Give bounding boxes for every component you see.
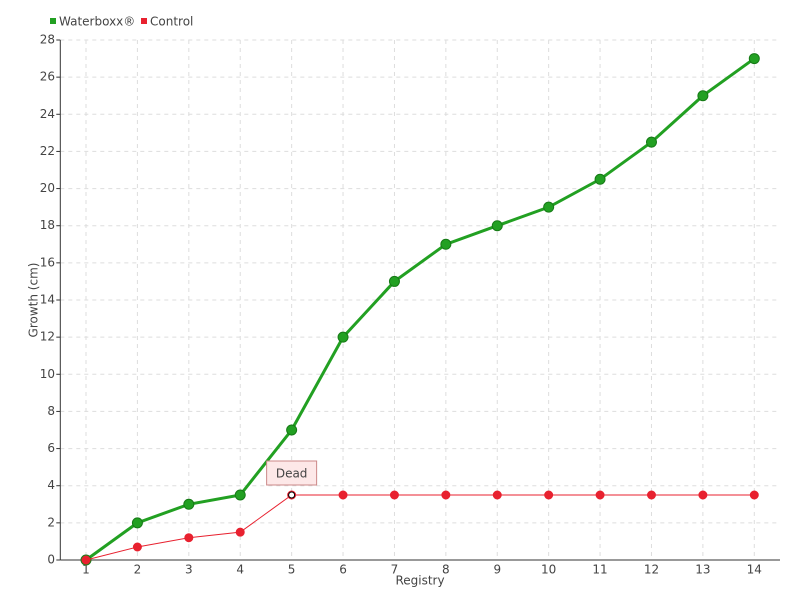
point [337, 331, 349, 343]
point [389, 490, 399, 500]
point [698, 490, 708, 500]
y-tick-label: 14 [40, 293, 55, 307]
x-tick-label: 12 [644, 563, 659, 577]
point [235, 527, 245, 537]
point [748, 53, 760, 65]
point [286, 424, 298, 436]
legend-swatch [141, 18, 147, 24]
y-tick-label: 22 [40, 144, 55, 158]
x-tick-label: 10 [541, 563, 556, 577]
x-tick-label: 14 [747, 563, 762, 577]
x-tick-label: 5 [288, 563, 296, 577]
annotation-box [266, 460, 318, 486]
series-line [85, 494, 755, 561]
x-axis-label: Registry [395, 574, 444, 588]
y-tick-label: 28 [40, 33, 55, 47]
y-tick-label: 18 [40, 218, 55, 232]
x-tick-label: 6 [339, 563, 347, 577]
point [646, 490, 656, 500]
point [441, 490, 451, 500]
y-tick-label: 0 [47, 553, 55, 567]
point [81, 555, 91, 565]
point [492, 490, 502, 500]
point [543, 201, 555, 213]
y-tick-label: 16 [40, 255, 55, 269]
legend-label: Waterboxx® [59, 15, 135, 29]
point [388, 275, 400, 287]
point [338, 490, 348, 500]
point [183, 498, 195, 510]
y-axis-label: Growth (cm) [27, 263, 41, 338]
point [132, 542, 142, 552]
annotation-marker [288, 491, 296, 499]
x-tick-label: 11 [592, 563, 607, 577]
y-tick-label: 20 [40, 181, 55, 195]
x-tick-label: 4 [236, 563, 244, 577]
y-tick-label: 26 [40, 70, 55, 84]
point [184, 533, 194, 543]
point [749, 490, 759, 500]
point [697, 90, 709, 102]
point [544, 490, 554, 500]
legend-swatch [50, 18, 56, 24]
point [131, 517, 143, 529]
point [595, 490, 605, 500]
x-tick-label: 9 [493, 563, 501, 577]
x-tick-label: 8 [442, 563, 450, 577]
x-tick-label: 1 [82, 563, 90, 577]
y-tick-label: 24 [40, 107, 55, 121]
annotation-text: Dead [276, 467, 308, 481]
y-tick-label: 8 [47, 404, 55, 418]
series-line [85, 57, 756, 562]
point [234, 489, 246, 501]
point [440, 238, 452, 250]
point [491, 220, 503, 232]
y-tick-label: 10 [40, 367, 55, 381]
y-tick-label: 4 [47, 478, 55, 492]
x-tick-label: 7 [391, 563, 399, 577]
legend-label: Control [150, 15, 193, 29]
point [645, 136, 657, 148]
y-tick-label: 12 [40, 330, 55, 344]
y-tick-label: 2 [47, 515, 55, 529]
x-tick-label: 13 [695, 563, 710, 577]
x-tick-label: 2 [134, 563, 142, 577]
x-tick-label: 3 [185, 563, 193, 577]
point [594, 173, 606, 185]
y-tick-label: 6 [47, 441, 55, 455]
